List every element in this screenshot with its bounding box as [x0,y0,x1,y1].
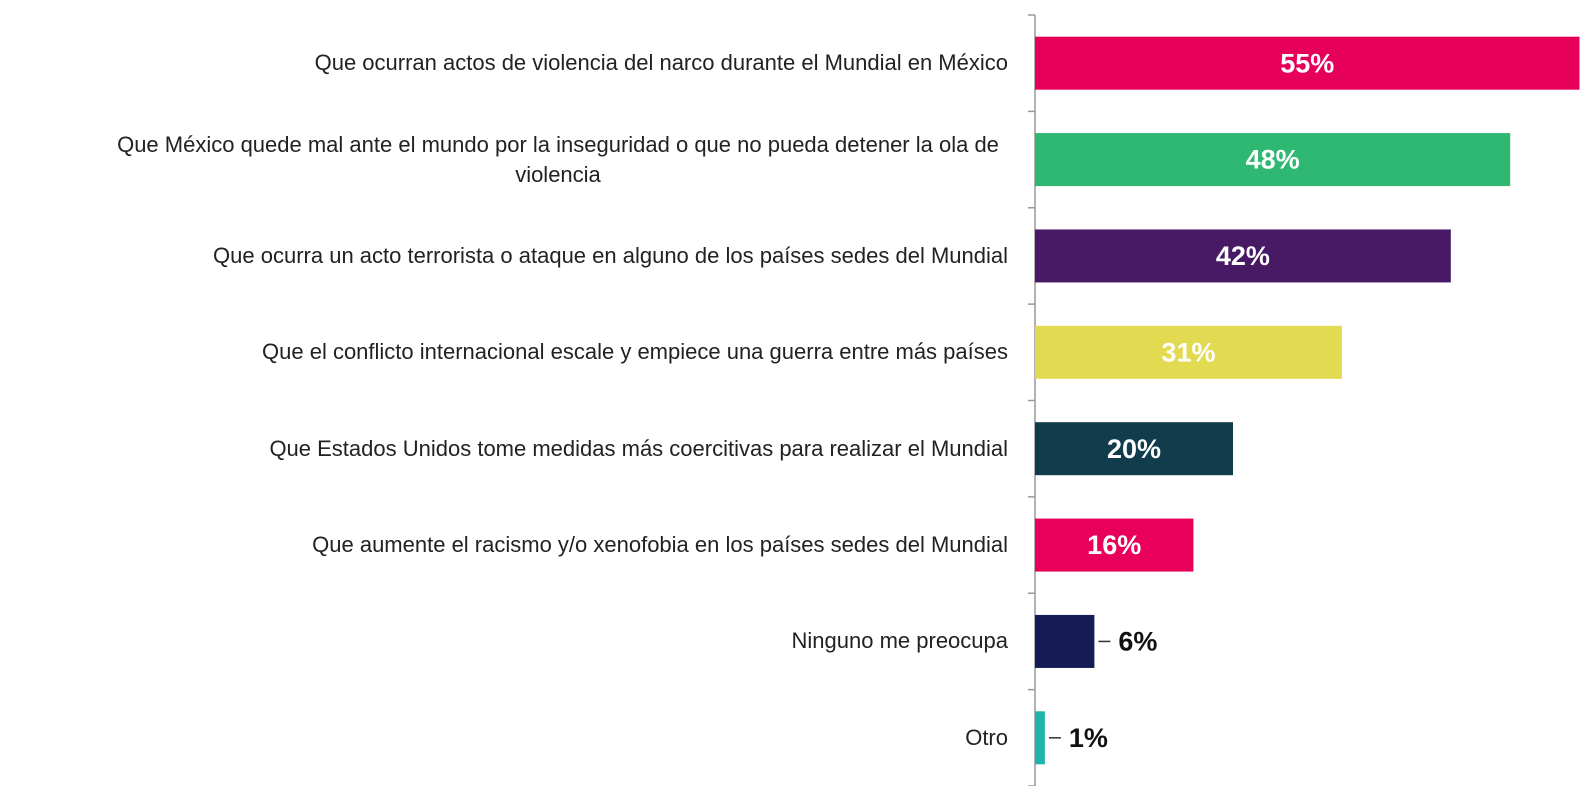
bar [1035,133,1511,187]
bar [1035,711,1045,765]
value-label: 20% [1107,434,1161,464]
value-label: 1% [1069,723,1108,753]
category-label: Que ocurran actos de violencia del narco… [314,50,1008,76]
category-label: Otro [965,724,1008,750]
value-label: 55% [1280,48,1334,78]
value-label: 31% [1161,337,1215,367]
bar [1035,614,1095,668]
value-label: 42% [1216,241,1270,271]
bar [1035,36,1580,90]
value-label: 16% [1087,530,1141,560]
category-label: Que ocurra un acto terrorista o ataque e… [213,242,1008,268]
value-label: 6% [1118,627,1157,657]
bar [1035,325,1342,379]
bar [1035,518,1194,572]
bar [1035,422,1233,476]
value-label: 48% [1246,145,1300,175]
bar [1035,229,1451,283]
category-label: Que el conflicto internacional escale y … [262,339,1008,365]
category-label: Que aumente el racismo y/o xenofobia en … [312,532,1008,558]
category-label: Ninguno me preocupa [791,628,1008,654]
category-label: Que Estados Unidos tome medidas más coer… [269,435,1008,461]
category-label: Que México quede mal ante el mundo por l… [117,131,999,187]
